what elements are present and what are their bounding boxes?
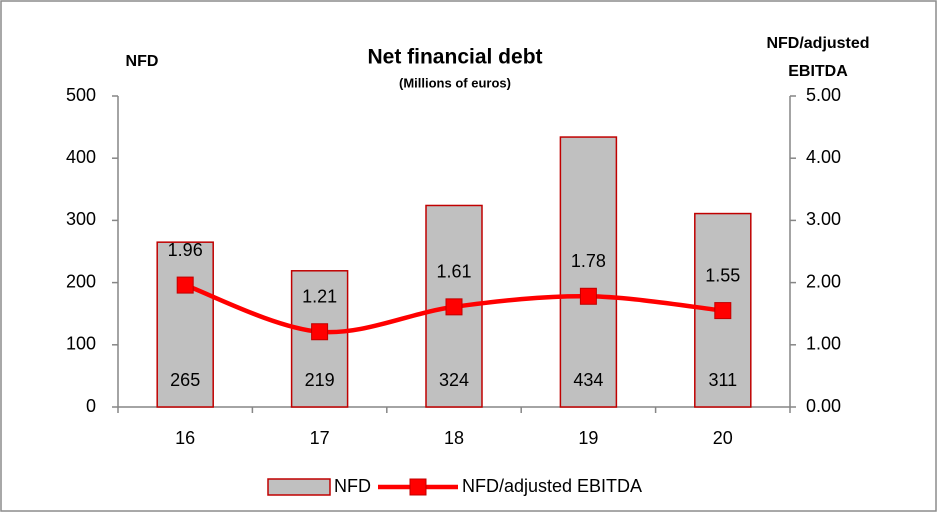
line-value-label: 1.78 [571, 251, 606, 271]
line-value-label: 1.55 [705, 265, 740, 285]
y2-tick-label: 5.00 [806, 85, 841, 105]
line-marker [176, 276, 194, 294]
bar-value-label: 219 [305, 370, 335, 390]
y-axis-label: NFD [126, 53, 159, 70]
bar-value-label: 324 [439, 370, 469, 390]
y2-tick-label: 1.00 [806, 334, 841, 354]
y2-tick-label: 2.00 [806, 271, 841, 291]
y-tick-label: 200 [66, 271, 96, 291]
chart-title: Net financial debt [367, 46, 542, 69]
line-marker [311, 323, 329, 341]
bar-value-label: 434 [573, 370, 603, 390]
chart-subtitle: (Millions of euros) [399, 75, 511, 90]
y2-axis-label: EBITDA [788, 63, 848, 80]
line-marker [579, 287, 597, 305]
y2-axis-label: NFD/adjusted [766, 35, 869, 52]
y-tick-label: 100 [66, 334, 96, 354]
legend-marker [409, 478, 427, 496]
x-tick-label: 16 [175, 428, 195, 448]
y-tick-label: 500 [66, 85, 96, 105]
y-tick-label: 400 [66, 147, 96, 167]
y2-tick-label: 4.00 [806, 147, 841, 167]
bar [156, 241, 214, 408]
line-value-label: 1.96 [168, 240, 203, 260]
line-value-label: 1.61 [436, 262, 471, 282]
legend-swatch [267, 478, 331, 496]
y2-tick-label: 3.00 [806, 209, 841, 229]
x-tick-label: 18 [444, 428, 464, 448]
bar [559, 136, 618, 408]
line-marker [445, 298, 463, 316]
x-tick-label: 19 [578, 428, 598, 448]
line-marker [714, 302, 732, 320]
legend-label: NFD/adjusted EBITDA [462, 476, 642, 496]
line-value-label: 1.21 [302, 286, 337, 306]
x-tick-label: 17 [310, 428, 330, 448]
y2-tick-label: 0.00 [806, 396, 841, 416]
y-tick-label: 300 [66, 209, 96, 229]
bar-value-label: 265 [170, 370, 200, 390]
x-tick-label: 20 [713, 428, 733, 448]
legend-label: NFD [334, 476, 371, 496]
bar-value-label: 311 [708, 370, 737, 390]
y-tick-label: 0 [86, 396, 96, 416]
